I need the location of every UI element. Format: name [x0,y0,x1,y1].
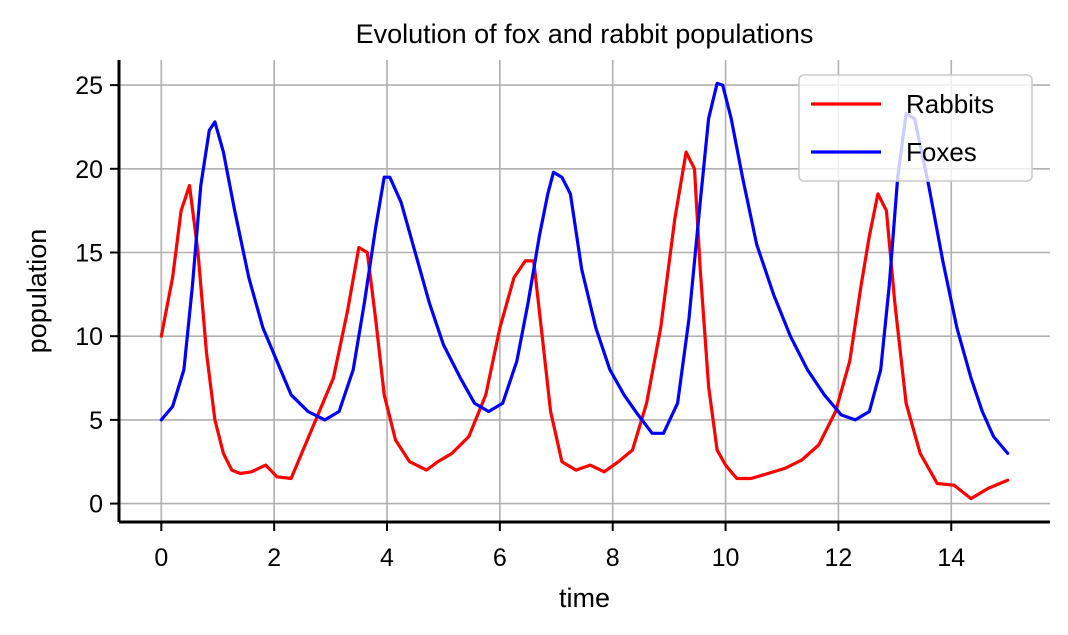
y-tick-label: 10 [75,323,103,351]
chart-title: Evolution of fox and rabbit populations [356,19,814,49]
y-tick-label: 25 [75,72,103,100]
legend-label-foxes: Foxes [906,137,977,167]
y-axis-label: population [22,229,52,354]
series-layer [159,81,1010,501]
series-line-foxes [159,81,1010,455]
y-tick-label: 0 [89,491,103,519]
legend: Rabbits Foxes [798,74,1033,182]
legend-label-rabbits: Rabbits [906,89,994,119]
y-tick-label: 15 [75,240,103,268]
x-tick-label: 14 [937,544,965,572]
x-tick-label: 2 [267,544,281,572]
x-tick-label: 12 [825,544,853,572]
series-line-rabbits [159,150,1010,501]
x-tick-label: 4 [380,544,394,572]
legend-box [798,74,1033,182]
x-tick-label: 10 [712,544,740,572]
ticks-layer: 0 2 4 6 8 10 12 14 0 5 10 15 20 25 [75,72,965,572]
y-tick-label: 5 [89,407,103,435]
x-tick-label: 0 [154,544,168,572]
x-tick-label: 6 [493,544,507,572]
x-tick-label: 8 [606,544,620,572]
y-tick-label: 20 [75,156,103,184]
x-axis-label: time [559,583,610,613]
